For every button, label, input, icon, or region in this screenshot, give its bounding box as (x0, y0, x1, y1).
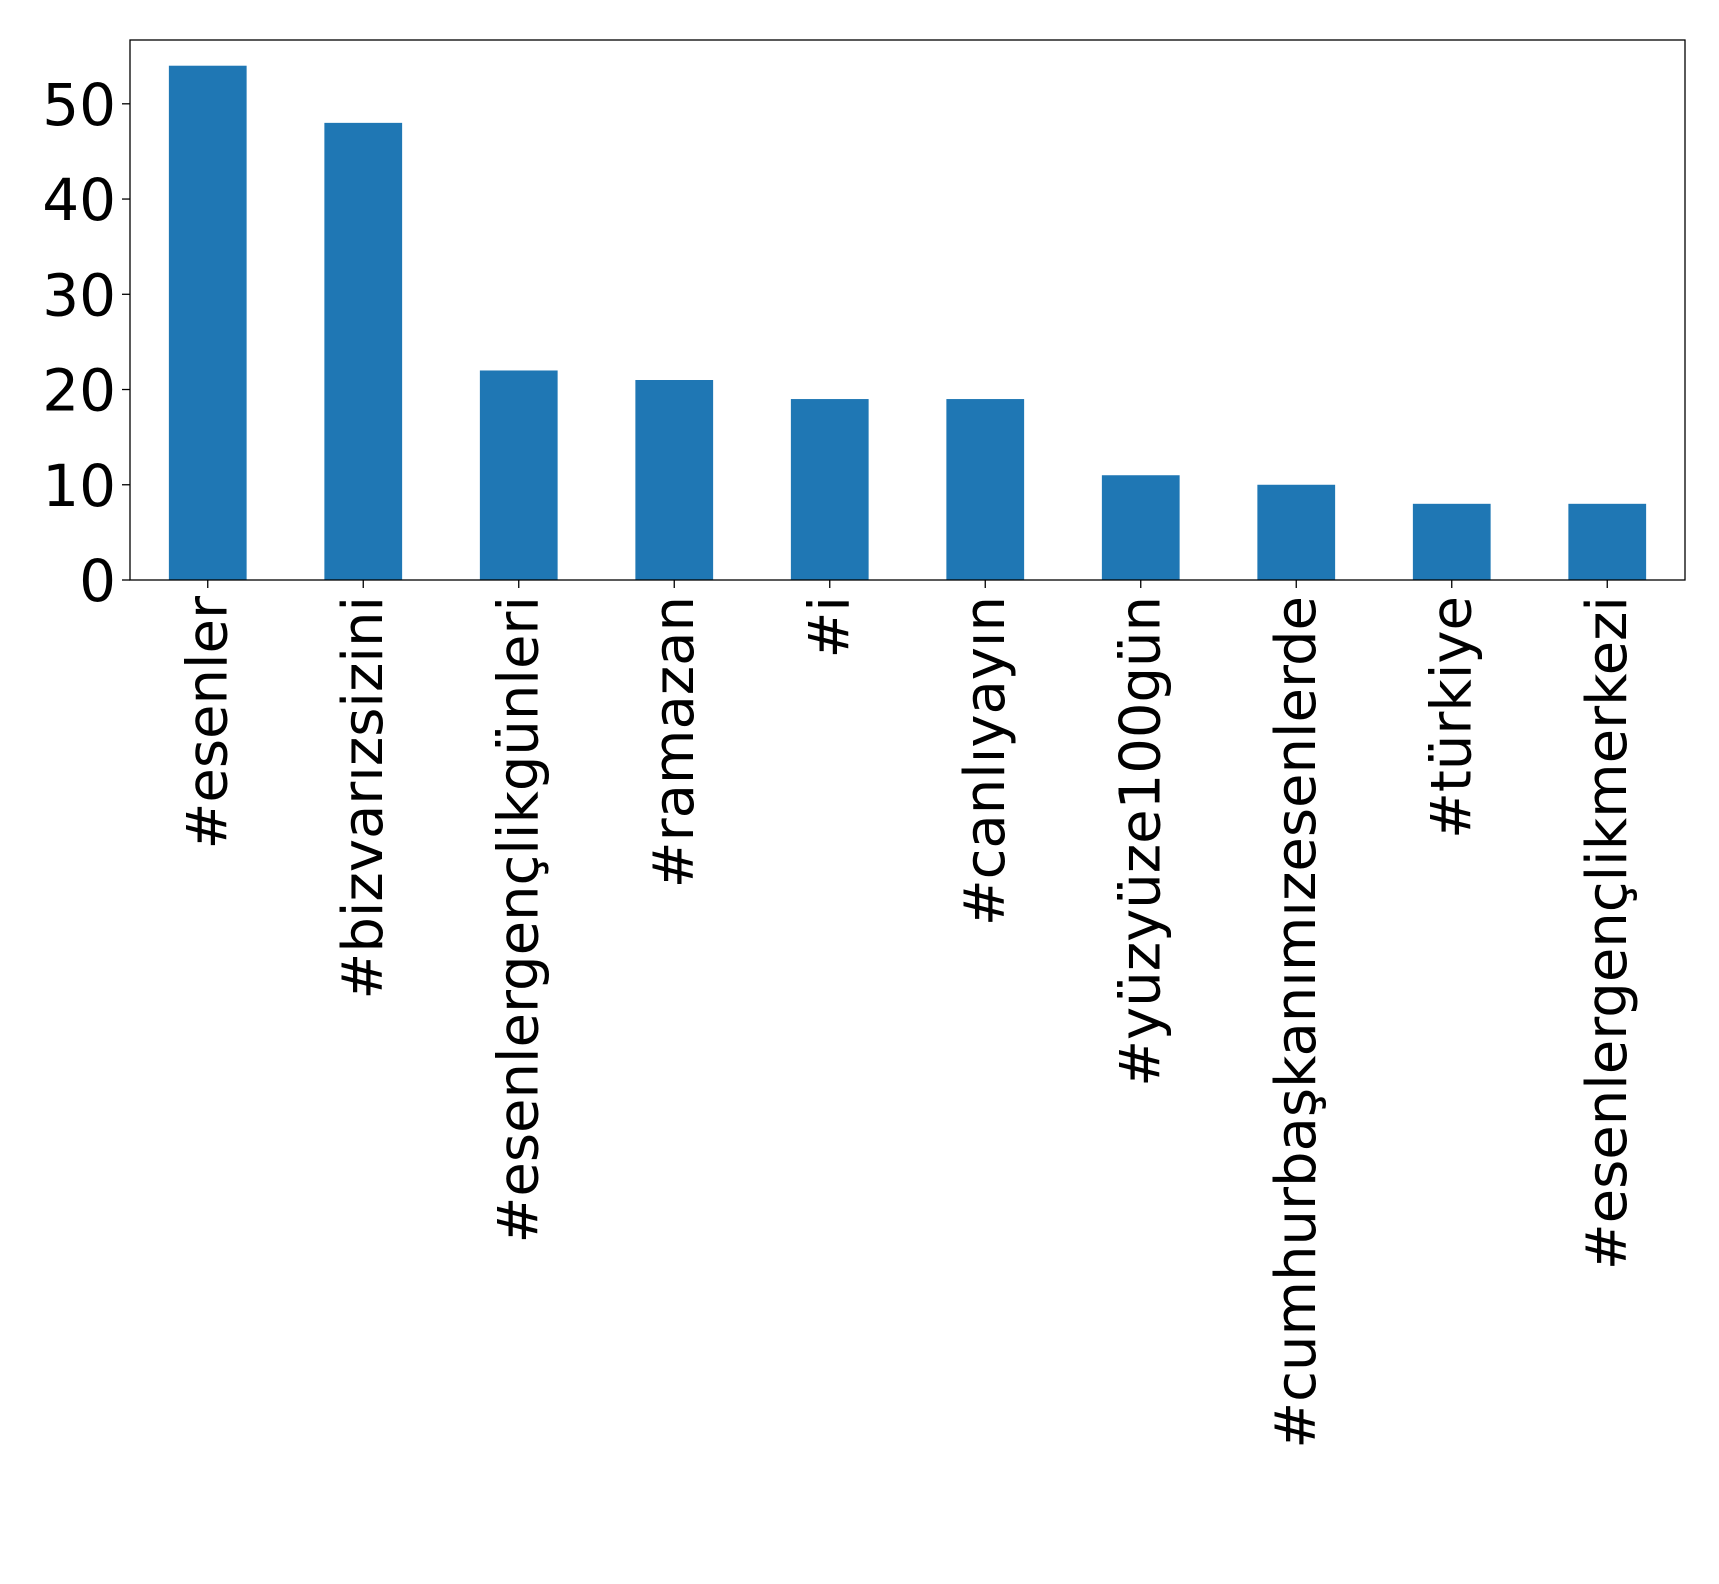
bar-4 (635, 380, 714, 580)
bars-layer (168, 65, 1647, 580)
bar-10 (1568, 503, 1647, 580)
x-tick-label: #türkiye (1419, 596, 1484, 839)
x-tick-label: #i (797, 596, 862, 658)
y-tick-label: 20 (42, 357, 116, 425)
x-axis: #esenler #bizvarızsizini #esenlergençlikgü… (175, 580, 1640, 1449)
x-tick-label: #esenlergençlikmerkezi (1575, 596, 1640, 1270)
bar-7 (1101, 475, 1180, 580)
x-tick-label: #yüzyüze100gün (1108, 596, 1173, 1087)
y-axis: 0 10 20 30 40 50 (42, 71, 130, 615)
y-tick-label: 40 (42, 166, 116, 234)
x-tick-label: #esenlergençlikgünleri (486, 596, 551, 1244)
bar-6 (946, 399, 1025, 580)
bar-2 (324, 122, 403, 580)
bar-9 (1412, 503, 1491, 580)
bar-1 (168, 65, 247, 580)
plot-frame (129, 39, 1686, 581)
y-tick-label: 0 (79, 547, 116, 615)
bar-8 (1257, 484, 1336, 580)
x-tick-label: #bizvarızsizini (331, 596, 396, 1000)
bar-5 (790, 399, 869, 580)
y-tick-label: 10 (42, 452, 116, 520)
y-tick-label: 50 (42, 71, 116, 139)
y-tick-label: 30 (42, 261, 116, 329)
x-tick-label: #esenler (175, 595, 240, 850)
bar-3 (479, 370, 558, 580)
x-tick-label: #ramazan (642, 596, 707, 888)
x-tick-label: #canlıyayın (953, 596, 1018, 926)
x-tick-label: #cumhurbaşkanımızesenlerde (1264, 596, 1329, 1449)
